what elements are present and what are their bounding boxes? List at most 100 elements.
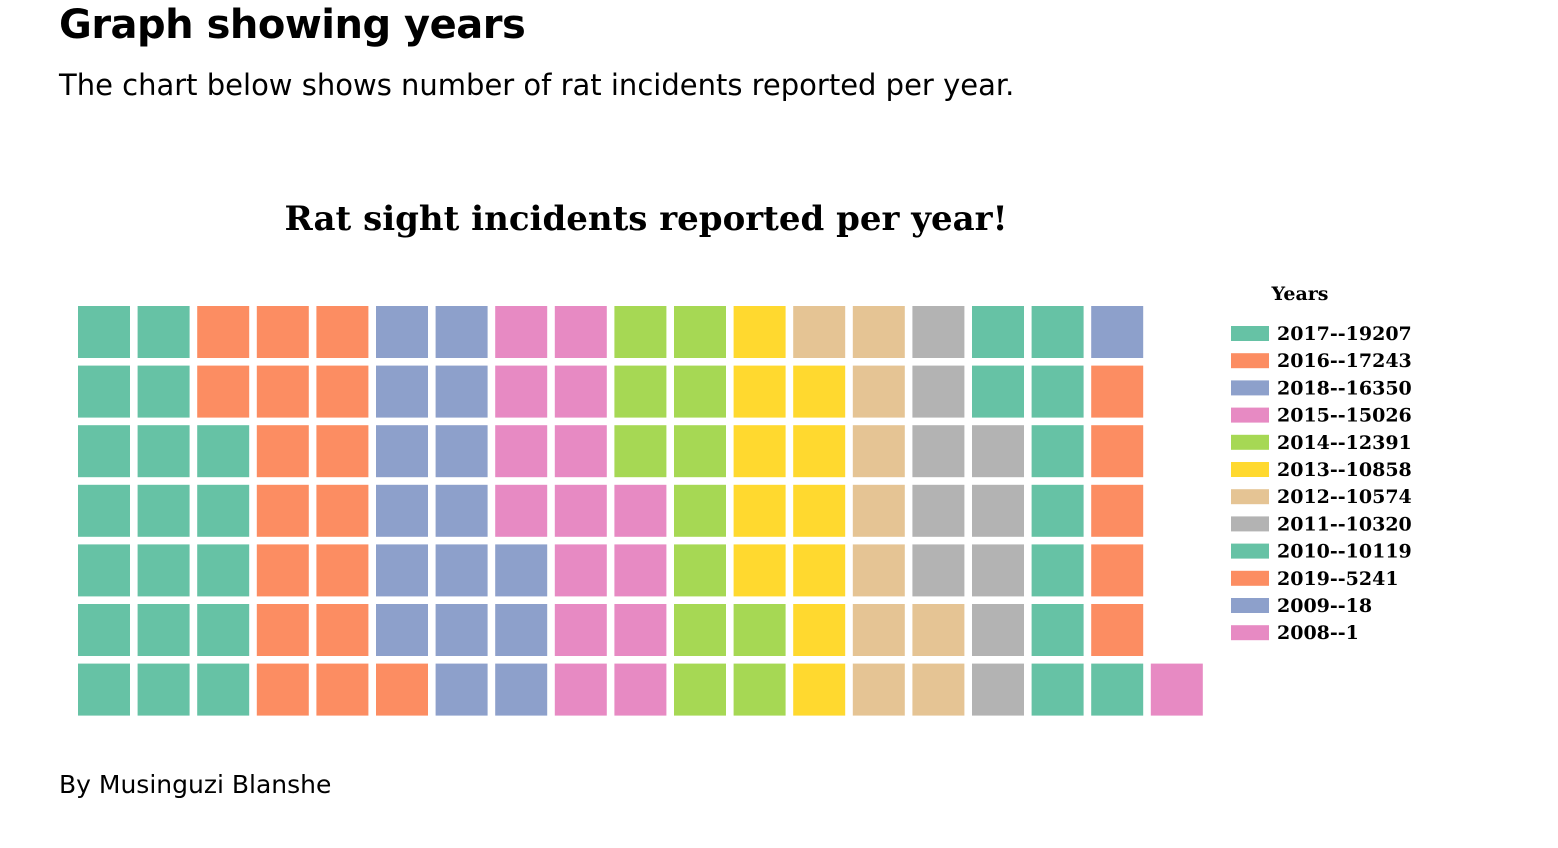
waffle-cell-2009 — [1091, 306, 1144, 358]
waffle-cell-2015 — [554, 306, 607, 358]
waffle-cell-2019 — [1091, 604, 1144, 656]
waffle-cell-2014 — [733, 604, 786, 656]
waffle-cell-2013 — [793, 544, 846, 597]
legend-swatch-2017 — [1231, 326, 1269, 341]
waffle-cell-2017 — [78, 306, 130, 358]
waffle-cell-2015 — [554, 365, 607, 418]
legend-label-2012: 2012--10574 — [1277, 486, 1412, 508]
legend-label-2019: 2019--5241 — [1277, 568, 1399, 590]
waffle-cell-2012 — [852, 365, 905, 418]
waffle-cell-2018 — [376, 604, 428, 656]
chart-title: Rat sight incidents reported per year! — [284, 199, 1007, 239]
waffle-cell-2017 — [137, 484, 190, 537]
waffle-cell-2017 — [197, 425, 250, 478]
waffle-cell-2015 — [614, 484, 667, 537]
waffle-cell-2012 — [852, 604, 905, 656]
legend-swatch-2008 — [1231, 625, 1269, 641]
waffle-cell-2013 — [793, 425, 846, 478]
waffle-cell-2018 — [495, 604, 548, 656]
waffle-cell-2017 — [137, 544, 190, 597]
waffle-cell-2017 — [78, 425, 130, 478]
waffle-cell-2012 — [852, 306, 905, 358]
waffle-cell-2012 — [912, 663, 965, 716]
waffle-cell-2014 — [614, 306, 667, 358]
waffle-cell-2011 — [912, 365, 965, 418]
waffle-cell-2010 — [1031, 663, 1084, 716]
waffle-cell-2011 — [912, 306, 965, 358]
waffle-cell-2010 — [1031, 365, 1084, 418]
waffle-cell-2013 — [793, 663, 846, 716]
waffle-cell-2018 — [435, 425, 488, 478]
waffle-cell-2019 — [1091, 425, 1144, 478]
waffle-cell-2017 — [137, 604, 190, 656]
waffle-cell-2018 — [495, 544, 548, 597]
waffle-cell-2012 — [912, 604, 965, 656]
waffle-cell-2018 — [376, 365, 428, 418]
waffle-cell-2008 — [1150, 663, 1203, 716]
legend-label-2015: 2015--15026 — [1277, 405, 1412, 427]
waffle-cell-2013 — [733, 544, 786, 597]
waffle-cell-2018 — [435, 544, 488, 597]
waffle-cell-2018 — [376, 544, 428, 597]
waffle-cell-2016 — [256, 663, 309, 716]
waffle-cell-2011 — [972, 663, 1024, 716]
waffle-cell-2016 — [197, 306, 250, 358]
waffle-cell-2014 — [674, 425, 726, 478]
legend-label-2017: 2017--19207 — [1277, 323, 1412, 345]
waffle-cell-2017 — [197, 544, 250, 597]
waffle-cell-2013 — [793, 484, 846, 537]
waffle-cell-2015 — [554, 663, 607, 716]
legend-swatch-2012 — [1231, 489, 1269, 505]
legend-swatch-2011 — [1231, 516, 1269, 532]
waffle-cell-2010 — [972, 306, 1024, 358]
waffle-cell-2016 — [256, 484, 309, 537]
waffle-cell-2012 — [852, 484, 905, 537]
legend-swatch-2013 — [1231, 462, 1269, 477]
waffle-cell-2017 — [137, 306, 190, 358]
waffle-cell-2015 — [614, 604, 667, 656]
waffle-cell-2016 — [316, 663, 369, 716]
waffle-cell-2011 — [912, 544, 965, 597]
waffle-cell-2016 — [256, 604, 309, 656]
waffle-cell-2015 — [495, 484, 548, 537]
waffle-cell-2016 — [316, 544, 369, 597]
waffle-cell-2014 — [674, 306, 726, 358]
waffle-cell-2015 — [554, 484, 607, 537]
waffle-cell-2012 — [852, 663, 905, 716]
legend-swatch-2015 — [1231, 407, 1269, 423]
waffle-cell-2010 — [1031, 544, 1084, 597]
waffle-cell-2011 — [912, 425, 965, 478]
waffle-cell-2018 — [435, 604, 488, 656]
legend-swatch-2010 — [1231, 543, 1269, 559]
legend-swatch-2018 — [1231, 380, 1269, 396]
waffle-cell-2017 — [197, 604, 250, 656]
waffle-cell-2018 — [376, 484, 428, 537]
legend-title: Years — [1270, 283, 1328, 305]
waffle-cell-2016 — [316, 604, 369, 656]
waffle-cell-2016 — [316, 306, 369, 358]
waffle-cell-2013 — [793, 604, 846, 656]
waffle-cell-2017 — [78, 484, 130, 537]
waffle-cell-2016 — [316, 425, 369, 478]
waffle-cell-2011 — [972, 604, 1024, 656]
legend-swatch-2019 — [1231, 570, 1269, 586]
waffle-cell-2017 — [78, 604, 130, 656]
waffle-cell-2013 — [733, 306, 786, 358]
waffle-cell-2015 — [495, 306, 548, 358]
legend: Years 2017--192072016--172432018--163502… — [1231, 283, 1412, 644]
waffle-cell-2014 — [674, 663, 726, 716]
legend-label-2016: 2016--17243 — [1277, 350, 1412, 372]
legend-swatch-2016 — [1231, 353, 1269, 369]
waffle-cell-2016 — [316, 365, 369, 418]
waffle-cell-2013 — [733, 425, 786, 478]
legend-label-2010: 2010--10119 — [1277, 541, 1412, 563]
waffle-cell-2017 — [78, 544, 130, 597]
waffle-cell-2015 — [554, 544, 607, 597]
waffle-cell-2018 — [435, 663, 488, 716]
waffle-cell-2010 — [972, 365, 1024, 418]
waffle-cell-2018 — [435, 484, 488, 537]
waffle-cell-2011 — [972, 484, 1024, 537]
waffle-cell-2011 — [972, 544, 1024, 597]
waffle-cell-2014 — [674, 484, 726, 537]
